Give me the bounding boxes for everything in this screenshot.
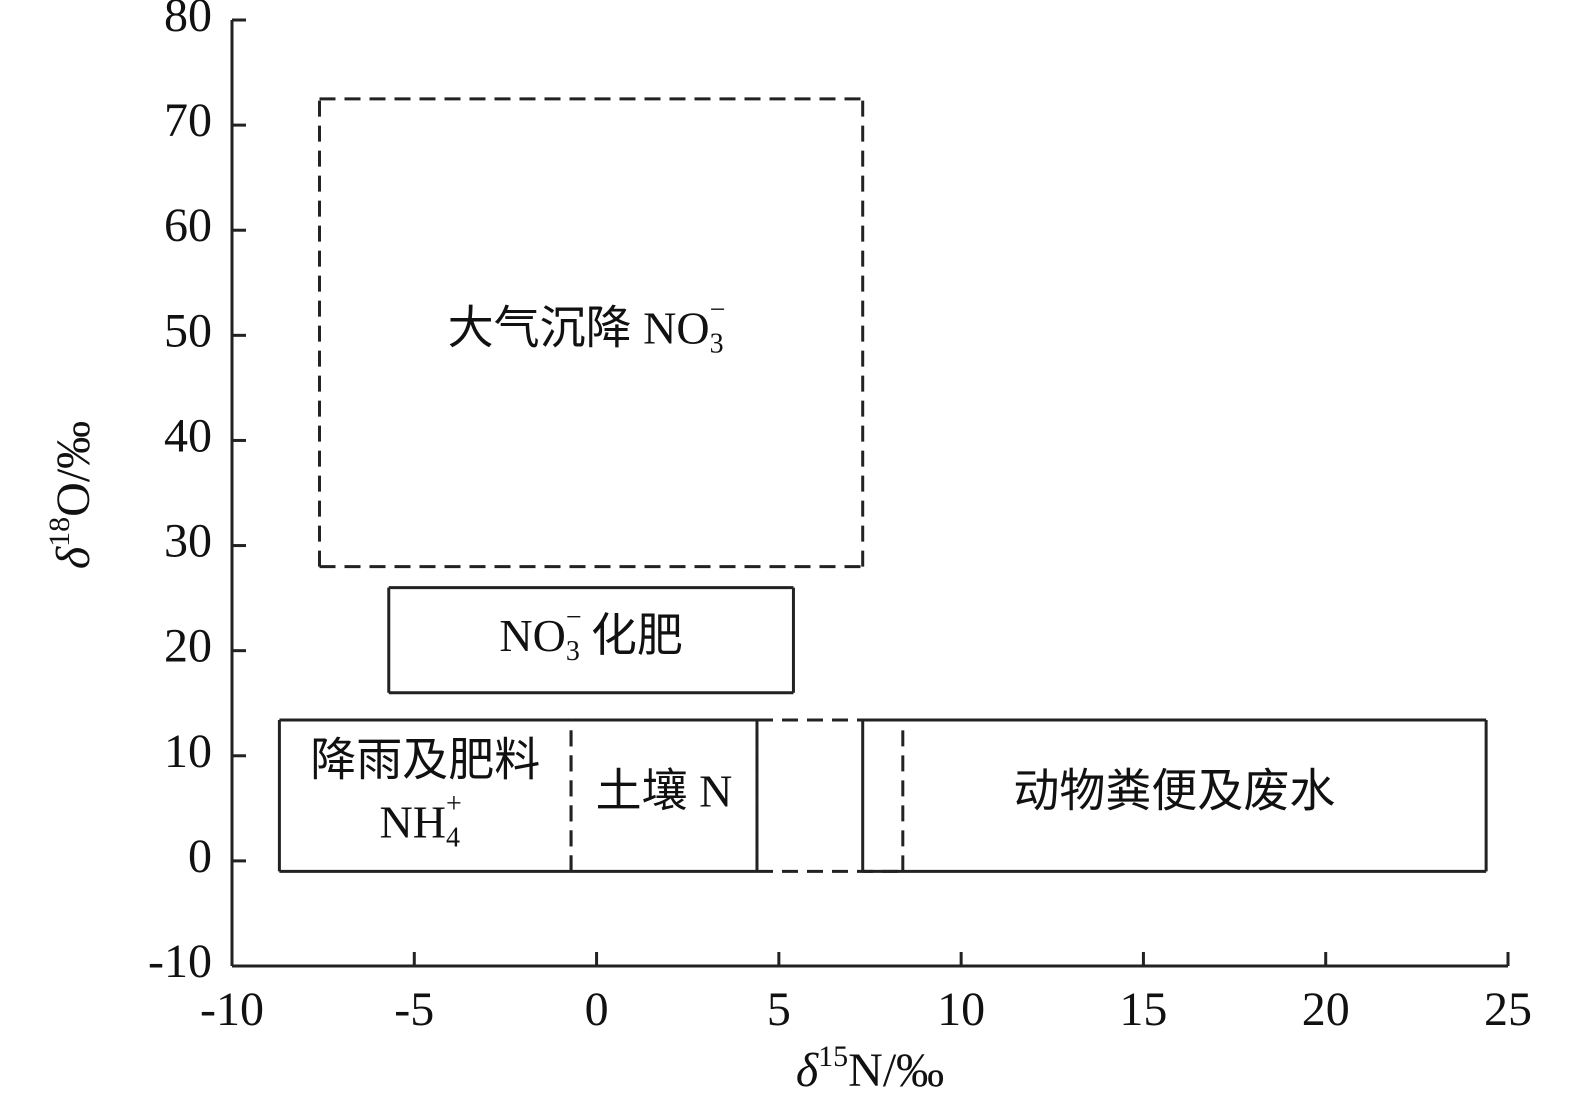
label-sup: − [566, 603, 582, 634]
label-text: 土壤 N [596, 765, 733, 816]
y-tick-label: 80 [164, 0, 212, 42]
y-tick-label: 70 [164, 94, 212, 147]
region-label: 降雨及肥料 [310, 734, 540, 785]
label-gap [462, 796, 471, 847]
y-tick-label: 0 [188, 830, 212, 883]
x-tick-label: 10 [937, 983, 985, 1036]
label-sub: 3 [710, 329, 724, 360]
x-tick-label: -5 [394, 983, 434, 1036]
label-sub: 3 [566, 637, 580, 668]
region-label: NO3− 化肥 [499, 603, 682, 668]
label-text: NO [499, 610, 565, 661]
label-sup: + [446, 789, 462, 820]
y-axis-title: δ18O/‰ [43, 421, 100, 569]
y-tick-label: 10 [164, 725, 212, 778]
label-gap [725, 302, 734, 353]
label-text: 降雨及肥料 [310, 734, 540, 785]
x-tick-label: 25 [1484, 983, 1532, 1036]
x-axis-title-prefix: δ [796, 1044, 819, 1097]
region [757, 720, 903, 871]
x-axis-title: δ15N/‰ [796, 1040, 944, 1097]
label-sub: 4 [446, 823, 460, 854]
y-tick-label: 50 [164, 304, 212, 357]
y-axis-title-sup: 18 [43, 517, 76, 547]
x-tick-label: -10 [200, 983, 264, 1036]
region-label: NH4+ [379, 789, 470, 854]
y-tick-label: 30 [164, 515, 212, 568]
region-label: 动物粪便及废水 [1013, 765, 1335, 816]
y-axis-title-prefix: δ [47, 546, 100, 569]
x-tick-label: 20 [1302, 983, 1350, 1036]
y-tick-label: 60 [164, 199, 212, 252]
y-tick-label: -10 [148, 935, 212, 988]
y-tick-label: 40 [164, 409, 212, 462]
y-tick-label: 20 [164, 620, 212, 673]
y-axis-title-main: O/‰ [47, 421, 100, 517]
label-text: NH [379, 796, 445, 847]
x-tick-label: 5 [767, 983, 791, 1036]
region-label: 大气沉降 NO3− [448, 295, 735, 360]
label-text: 大气沉降 NO [448, 302, 710, 353]
label-text: 动物粪便及废水 [1013, 765, 1335, 816]
label-sup: − [710, 295, 726, 326]
region-label: 土壤 N [596, 765, 733, 816]
x-tick-label: 15 [1119, 983, 1167, 1036]
x-axis-title-main: N/‰ [848, 1044, 944, 1097]
x-tick-label: 0 [585, 983, 609, 1036]
x-axis-title-sup: 15 [818, 1040, 848, 1073]
label-text: 化肥 [591, 610, 683, 661]
label-gap [582, 610, 591, 661]
